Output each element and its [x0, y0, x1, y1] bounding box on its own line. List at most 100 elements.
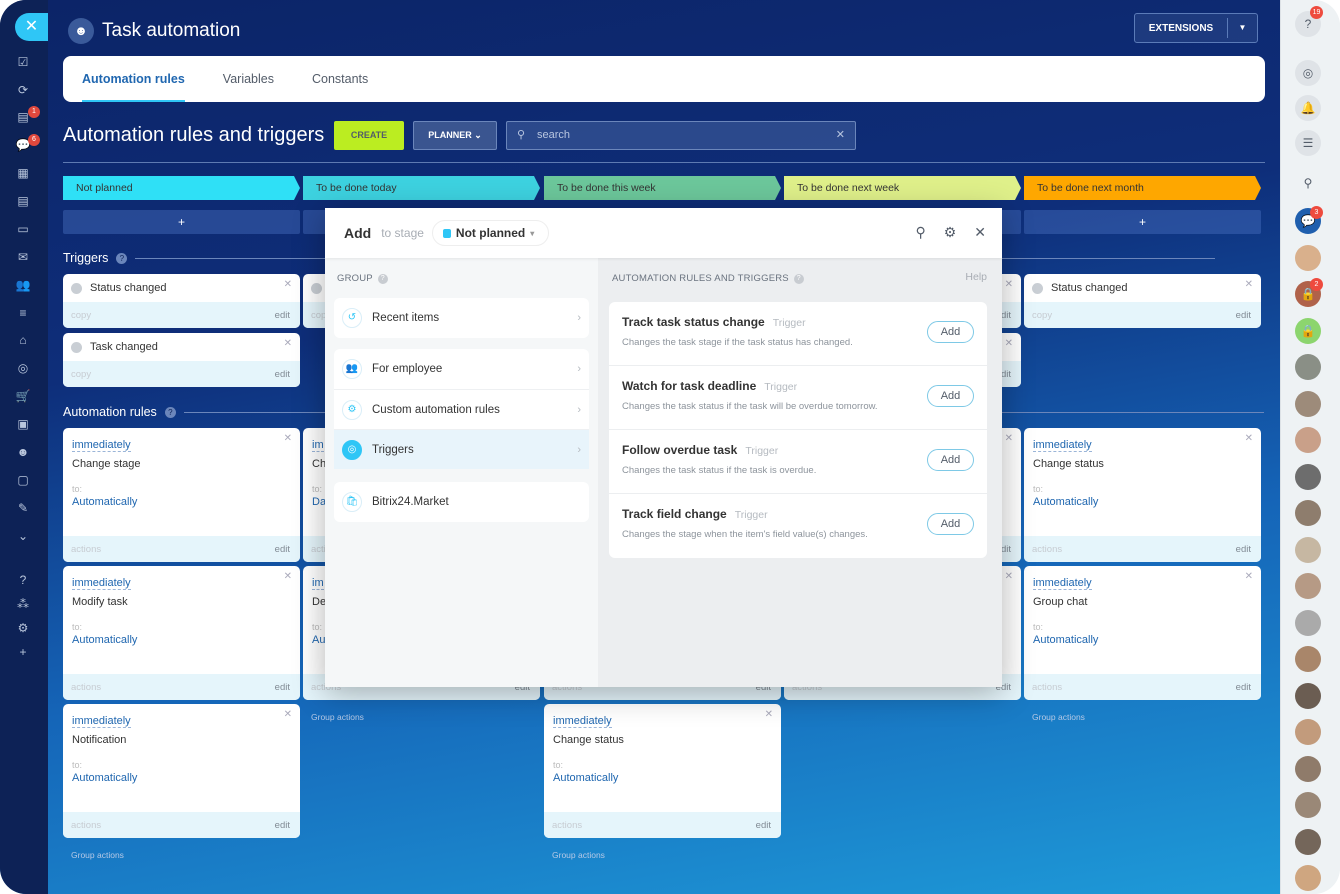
delete-icon[interactable]: ✕: [764, 709, 773, 720]
nav-icon[interactable]: +: [19, 645, 27, 659]
actions-link[interactable]: actions: [792, 681, 823, 693]
planner-dropdown[interactable]: PLANNER ⌄: [413, 121, 497, 150]
stage-selector[interactable]: Not planned ▾: [431, 220, 550, 246]
group-actions-link[interactable]: Group actions: [71, 850, 124, 860]
help-icon[interactable]: ?: [164, 406, 176, 418]
add-rule-button[interactable]: +: [63, 210, 300, 234]
avatar[interactable]: [1295, 500, 1321, 526]
delete-icon[interactable]: ✕: [283, 338, 292, 349]
stage-header[interactable]: To be done next month: [1024, 176, 1261, 200]
search-icon[interactable]: ⚲: [1303, 176, 1313, 190]
actions-link[interactable]: actions: [71, 681, 102, 693]
edit-link[interactable]: edit: [274, 543, 290, 555]
rule-target[interactable]: Automatically: [1033, 496, 1099, 508]
timing-link[interactable]: immediately: [72, 715, 131, 728]
help-icon[interactable]: ?: [116, 252, 128, 264]
avatar[interactable]: [1295, 719, 1321, 745]
nav-icon[interactable]: 👥: [15, 278, 31, 292]
rule-target[interactable]: Automatically: [72, 496, 138, 508]
nav-icon[interactable]: ⌂: [19, 333, 27, 347]
delete-icon[interactable]: ✕: [283, 433, 292, 444]
nav-icon[interactable]: ◎: [17, 361, 29, 375]
chat-list-icon[interactable]: ☰: [1295, 130, 1321, 156]
help-icon[interactable]: ?: [377, 273, 388, 284]
nav-icon[interactable]: ▭: [17, 222, 29, 236]
rule-card[interactable]: immediately Group chat to: Automatically…: [1024, 566, 1261, 700]
actions-link[interactable]: actions: [311, 681, 342, 693]
nav-icon[interactable]: ✎: [17, 501, 29, 515]
rule-target[interactable]: Automatically: [553, 772, 619, 784]
timing-link[interactable]: immediately: [72, 577, 131, 590]
stage-header[interactable]: To be done next week: [784, 176, 1021, 200]
avatar[interactable]: [1295, 682, 1321, 709]
nav-icon[interactable]: 💬: [15, 138, 31, 152]
search-icon[interactable]: ⚲: [915, 224, 926, 240]
actions-link[interactable]: actions: [71, 819, 102, 831]
add-button[interactable]: Add: [927, 321, 974, 343]
avatar[interactable]: [1295, 354, 1321, 380]
timing-link[interactable]: immediately: [1033, 439, 1092, 452]
edit-link[interactable]: edit: [995, 681, 1011, 693]
lock-icon[interactable]: 🔒: [1295, 317, 1321, 344]
nav-icon[interactable]: ⁂: [17, 597, 29, 611]
timing-link[interactable]: immediately: [1033, 577, 1092, 590]
edit-link[interactable]: edit: [274, 368, 290, 380]
delete-icon[interactable]: ✕: [1004, 338, 1013, 349]
edit-link[interactable]: edit: [1235, 543, 1251, 555]
create-button[interactable]: CREATE: [334, 121, 404, 150]
timing-link[interactable]: immediately: [72, 439, 131, 452]
tab-variables[interactable]: Variables: [222, 72, 274, 86]
actions-link[interactable]: actions: [1032, 543, 1063, 555]
nav-icon[interactable]: ☑: [17, 55, 29, 69]
trigger-card[interactable]: Status changed ✕ copy edit: [1024, 274, 1261, 328]
nav-icon[interactable]: ▢: [17, 473, 29, 487]
search-input[interactable]: ⚲ search ✕: [506, 121, 856, 150]
avatar[interactable]: [1295, 573, 1321, 599]
trigger-card[interactable]: Status changed ✕ copy edit: [63, 274, 300, 328]
filter-settings-icon[interactable]: ⚙: [943, 224, 957, 240]
actions-link[interactable]: actions: [71, 543, 102, 555]
timing-link[interactable]: im: [312, 577, 324, 590]
close-icon[interactable]: ✕: [974, 224, 986, 240]
avatar[interactable]: [1295, 463, 1321, 490]
group-item[interactable]: ↺ Recent items ›: [334, 298, 589, 338]
delete-icon[interactable]: ✕: [1244, 279, 1253, 290]
actions-link[interactable]: actions: [552, 681, 583, 693]
rule-target[interactable]: Automatically: [72, 634, 138, 646]
nav-icon[interactable]: ✉: [17, 250, 29, 264]
nav-icon[interactable]: ▦: [17, 166, 29, 180]
tab-automation-rules[interactable]: Automation rules: [82, 56, 185, 102]
stage-header[interactable]: To be done today: [303, 176, 540, 200]
help-icon[interactable]: ?: [793, 273, 804, 284]
add-button[interactable]: Add: [927, 513, 974, 535]
bell-icon[interactable]: 🔔: [1295, 95, 1321, 121]
group-actions-link[interactable]: Group actions: [552, 850, 605, 860]
rule-card[interactable]: immediately Modify task to: Automaticall…: [63, 566, 300, 700]
activity-icon[interactable]: ◎: [1295, 60, 1321, 86]
nav-icon[interactable]: ?: [19, 573, 27, 587]
edit-link[interactable]: edit: [755, 681, 771, 693]
actions-link[interactable]: actions: [552, 819, 583, 831]
actions-link[interactable]: actions: [1032, 681, 1063, 693]
nav-icon[interactable]: ⌄: [17, 529, 29, 543]
nav-icon[interactable]: ▤: [17, 110, 29, 124]
edit-link[interactable]: edit: [274, 309, 290, 321]
avatar[interactable]: [1295, 427, 1321, 453]
avatar[interactable]: [1295, 792, 1321, 818]
rule-card[interactable]: immediately Notification to: Automatical…: [63, 704, 300, 838]
avatar[interactable]: [1295, 755, 1321, 782]
tab-constants[interactable]: Constants: [311, 72, 369, 86]
delete-icon[interactable]: ✕: [1004, 571, 1013, 582]
add-button[interactable]: Add: [927, 385, 974, 407]
avatar[interactable]: [1295, 646, 1321, 672]
copy-link[interactable]: copy: [311, 309, 332, 321]
nav-icon[interactable]: ≡: [19, 306, 27, 320]
edit-link[interactable]: edit: [274, 681, 290, 693]
edit-link[interactable]: edit: [274, 819, 290, 831]
group-item[interactable]: ◎ Triggers ›: [334, 429, 589, 469]
rule-card[interactable]: immediately Change stage to: Automatical…: [63, 428, 300, 562]
nav-icon[interactable]: ⚙: [17, 621, 29, 635]
edit-link[interactable]: edit: [1235, 681, 1251, 693]
delete-icon[interactable]: ✕: [283, 709, 292, 720]
edit-link[interactable]: edit: [995, 543, 1011, 555]
